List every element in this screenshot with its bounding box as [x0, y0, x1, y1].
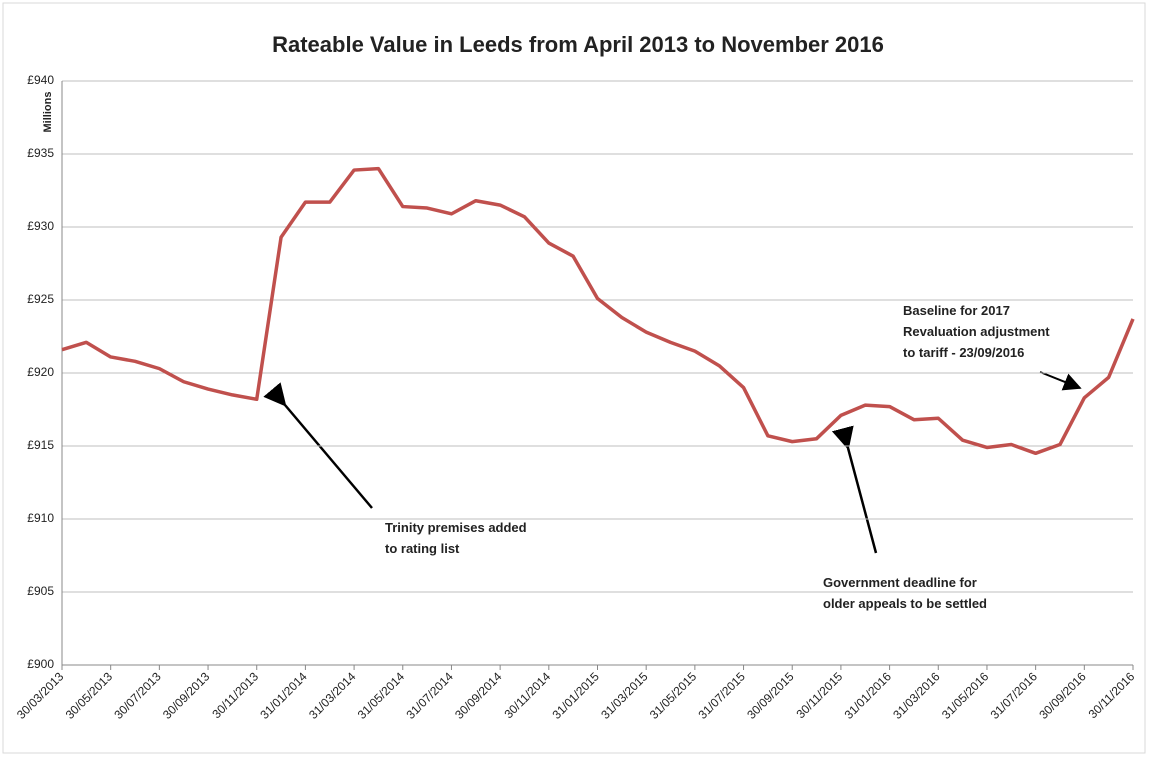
x-tick-label: 30/11/2013: [209, 669, 261, 721]
x-tick-label: 31/01/2015: [549, 669, 602, 722]
x-tick-label: 31/07/2015: [696, 669, 749, 722]
y-axis-label: Millions: [42, 92, 54, 133]
x-tick-label: 31/07/2014: [403, 669, 456, 722]
annotation-arrow: [1039, 371, 1082, 391]
y-tick-label: £935: [27, 146, 54, 160]
x-tick-label: 31/05/2016: [939, 669, 992, 722]
y-tick-label: £900: [27, 657, 54, 671]
x-tick-label: 30/09/2015: [744, 669, 797, 722]
annotation: Baseline for 2017: [903, 303, 1010, 318]
y-tick-label: £940: [27, 73, 54, 87]
x-tick-label: 30/11/2014: [501, 669, 553, 721]
y-tick-label: £930: [27, 219, 54, 233]
x-tick-label: 30/11/2015: [794, 669, 846, 721]
chart-title: Rateable Value in Leeds from April 2013 …: [272, 32, 884, 57]
x-tick-label: 31/03/2015: [598, 669, 651, 722]
annotation: to tariff - 23/09/2016: [903, 345, 1024, 360]
x-tick-label: 31/01/2014: [257, 669, 310, 722]
x-tick-label: 31/05/2014: [355, 669, 408, 722]
data-line: [61, 166, 1135, 456]
x-tick-label: 31/05/2015: [647, 669, 700, 722]
x-tick-label: 30/07/2013: [111, 669, 164, 722]
y-tick-label: £925: [27, 292, 54, 306]
x-tick-label: 31/07/2016: [988, 669, 1041, 722]
annotation: Revaluation adjustment: [903, 324, 1050, 339]
annotation: older appeals to be settled: [823, 596, 987, 611]
x-tick-label: 31/03/2016: [890, 669, 943, 722]
x-tick-label: 30/09/2014: [452, 669, 505, 722]
x-tick-label: 30/09/2016: [1036, 669, 1089, 722]
annotation-arrow: [263, 382, 373, 509]
annotation: Trinity premises added: [385, 520, 527, 535]
x-tick-label: 30/11/2016: [1086, 669, 1138, 721]
annotation: Government deadline for: [823, 575, 977, 590]
annotation: to rating list: [385, 541, 460, 556]
x-tick-label: 30/03/2013: [14, 669, 67, 722]
y-tick-label: £910: [27, 511, 54, 525]
x-tick-label: 31/03/2014: [306, 669, 359, 722]
x-tick-label: 30/09/2013: [160, 669, 213, 722]
x-tick-label: 31/01/2016: [842, 669, 895, 722]
annotation-arrow: [831, 425, 878, 554]
y-tick-label: £920: [27, 365, 54, 379]
x-tick-label: 30/05/2013: [63, 669, 116, 722]
y-tick-label: £915: [27, 438, 54, 452]
y-tick-label: £905: [27, 584, 54, 598]
